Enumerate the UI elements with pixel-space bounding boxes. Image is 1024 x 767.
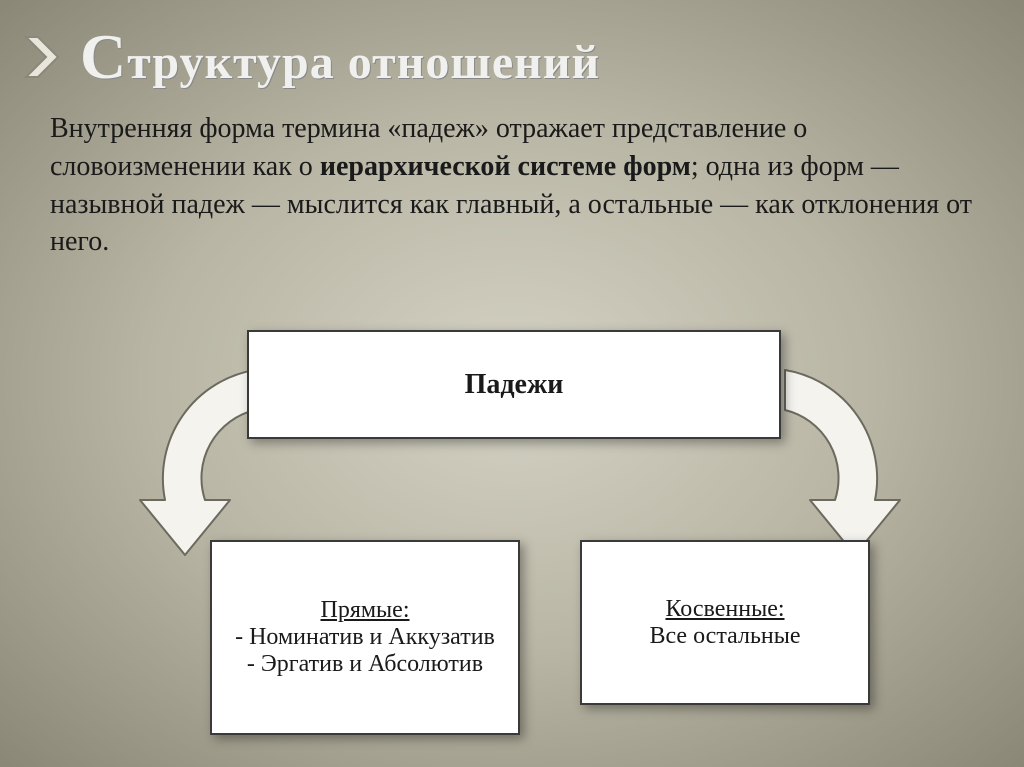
title-first-char: С — [80, 21, 127, 92]
node-right: Косвенные: Все остальные — [580, 540, 870, 705]
title-row: Структура отношений — [20, 20, 600, 94]
node-left-line-2: - Эргатив и Абсолютив — [247, 651, 483, 678]
diagram-area: Падежи Прямые: - Номинатив и Аккузатив -… — [0, 330, 1024, 760]
slide-title: Структура отношений — [80, 20, 600, 94]
node-left-header: Прямые: — [320, 597, 409, 624]
node-left-line-1: - Номинатив и Аккузатив — [235, 624, 495, 651]
node-right-header: Косвенные: — [665, 596, 784, 623]
chevron-right-icon — [20, 31, 72, 83]
node-right-line-1: Все остальные — [649, 623, 800, 650]
paragraph-bold: иерархической системе форм — [320, 151, 691, 182]
slide-root: Структура отношений Внутренняя форма тер… — [0, 0, 1024, 767]
node-top: Падежи — [247, 330, 781, 439]
node-left: Прямые: - Номинатив и Аккузатив - Эргати… — [210, 540, 520, 735]
title-rest: труктура отношений — [127, 36, 600, 89]
body-paragraph: Внутренняя форма термина «падеж» отражае… — [50, 110, 980, 261]
node-top-label: Падежи — [465, 369, 564, 401]
